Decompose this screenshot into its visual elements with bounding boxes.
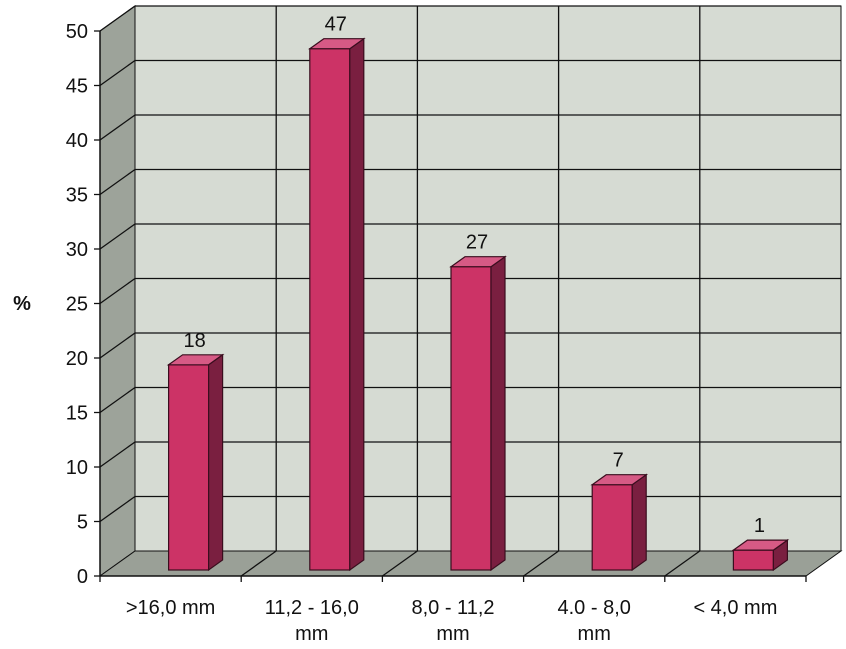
bar-side — [490, 255, 506, 572]
data-label: 27 — [466, 232, 488, 254]
bar-top — [449, 256, 507, 268]
gridline-side — [99, 277, 136, 305]
y-axis: 0 5 10 15 20 25 30 35 40 45 50 — [66, 21, 101, 588]
y-tick-label: 45 — [66, 76, 88, 98]
bar-side — [208, 353, 224, 572]
bar-front — [732, 549, 775, 571]
bar-top — [166, 354, 225, 366]
y-tick-label: 50 — [66, 21, 88, 43]
floor-divider — [240, 550, 277, 577]
x-tick-label: 4.0 - 8,0 mm — [558, 597, 631, 645]
bar — [307, 37, 366, 572]
floor-divider — [664, 550, 701, 577]
gridline-side — [99, 332, 136, 359]
y-tick-label: 35 — [66, 185, 88, 207]
gridline-side — [99, 168, 136, 196]
floor-divider — [382, 550, 418, 577]
gridline-side — [99, 386, 136, 414]
y-tick-label: 10 — [66, 457, 88, 479]
gridline-side — [99, 5, 136, 32]
gridline-side — [99, 59, 136, 87]
bar — [590, 473, 649, 572]
gridline-side — [99, 223, 136, 250]
x-tick-label: >16,0 mm — [126, 597, 215, 619]
y-axis-label: % — [13, 293, 31, 315]
data-labels: 18 47 27 7 1 — [183, 14, 764, 537]
y-tick-label: 25 — [66, 294, 88, 316]
bar-side — [349, 37, 365, 572]
bar-top — [307, 38, 366, 50]
gridline-side — [99, 114, 136, 141]
gridline-side — [99, 495, 136, 523]
y-tick-label: 0 — [77, 566, 88, 588]
data-label: 1 — [754, 515, 765, 537]
y-tick-label: 30 — [66, 239, 88, 261]
bar — [449, 255, 507, 572]
bar — [731, 538, 790, 572]
x-tick-label: 11,2 - 16,0 mm — [265, 597, 359, 645]
bar-top — [731, 539, 790, 551]
y-tick-label: 20 — [66, 348, 88, 370]
bar-front — [309, 48, 351, 571]
x-tick-label: < 4,0 mm — [693, 597, 777, 619]
bar-side — [631, 473, 647, 572]
y-tick-label: 15 — [66, 403, 88, 425]
x-axis: >16,0 mm 11,2 - 16,0 mm 8,0 - 11,2 mm 4.0 - 8… — [99, 575, 807, 645]
bar-top — [590, 474, 649, 486]
y-tick-label: 40 — [66, 130, 88, 152]
floor-divider — [523, 550, 559, 577]
bar-front — [450, 266, 492, 571]
bar-front — [591, 484, 633, 571]
x-tick-label: 8,0 - 11,2 mm — [411, 597, 494, 645]
bar — [166, 353, 225, 572]
data-label: 47 — [325, 14, 347, 36]
bars — [166, 37, 790, 572]
gridline-side — [99, 441, 136, 468]
y-tick-label: 5 — [77, 512, 88, 534]
data-label: 7 — [613, 450, 624, 472]
data-label: 18 — [183, 330, 205, 352]
bar-front — [168, 364, 210, 571]
